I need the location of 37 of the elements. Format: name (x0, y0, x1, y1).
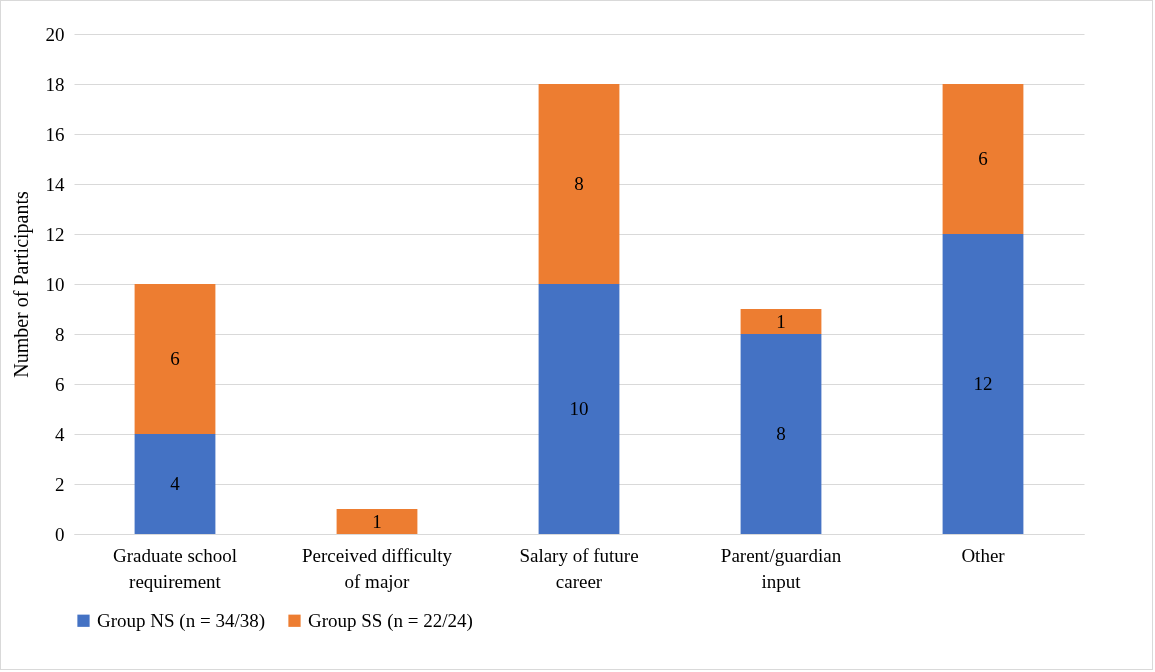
data-label: 8 (574, 173, 584, 194)
data-label: 12 (973, 373, 993, 394)
data-label: 8 (776, 423, 786, 444)
y-tick-label: 0 (55, 523, 65, 545)
data-label: 1 (776, 310, 786, 332)
bar (740, 334, 822, 534)
y-axis-title: Number of Participants (9, 190, 33, 378)
bar (134, 434, 216, 534)
data-label: 4 (170, 473, 181, 494)
bar (942, 84, 1024, 234)
bar (538, 84, 620, 284)
x-tick-label: Perceived difficulty of major (301, 544, 453, 592)
x-tick-label: Parent/guardian input (720, 544, 842, 592)
y-tick-label: 16 (45, 123, 65, 145)
data-label: 1 (372, 510, 382, 532)
y-tick-label: 10 (45, 273, 65, 295)
y-tick-label: 14 (45, 173, 65, 195)
y-tick-label: 2 (55, 473, 65, 495)
y-tick-label: 20 (45, 23, 65, 45)
x-tick-label: Other (961, 544, 1006, 566)
bar (942, 234, 1024, 534)
legend-label: Group NS (n = 34/38) (97, 609, 265, 632)
bar (538, 284, 620, 534)
x-tick-label: Salary of future career (519, 544, 639, 592)
legend-label: Group SS (n = 22/24) (308, 609, 473, 632)
y-tick-label: 18 (45, 73, 65, 95)
y-tick-label: 8 (55, 323, 65, 345)
data-label: 6 (170, 348, 180, 369)
y-tick-label: 4 (55, 423, 65, 445)
bar (134, 284, 216, 434)
y-tick-label: 6 (55, 373, 65, 395)
y-tick-label: 12 (45, 223, 65, 245)
bar (740, 309, 822, 334)
bar (336, 509, 418, 534)
data-label: 10 (569, 398, 589, 419)
x-tick-label: Graduate school requirement (113, 544, 237, 592)
data-label: 6 (978, 148, 988, 169)
